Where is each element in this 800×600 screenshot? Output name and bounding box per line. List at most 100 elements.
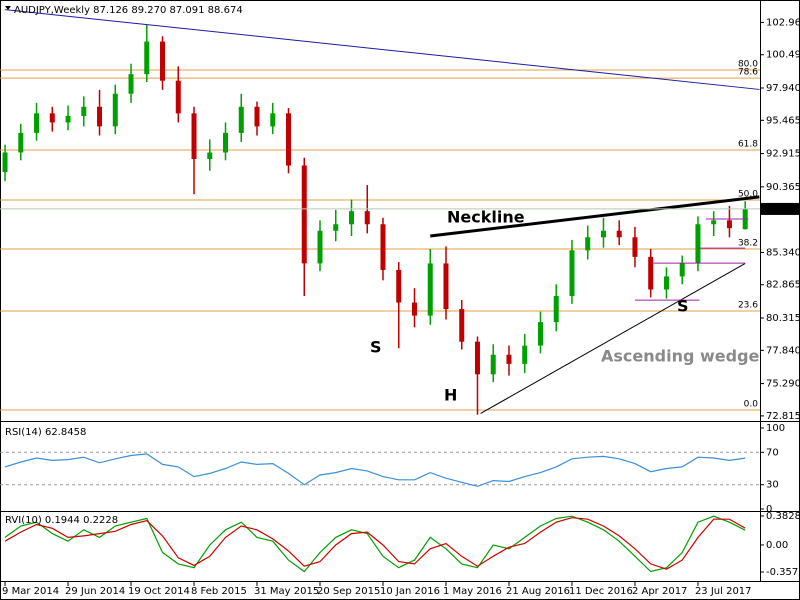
- y-tick-label: 80.315: [766, 313, 800, 324]
- fib-label: 0.0: [744, 399, 759, 409]
- candle-body: [711, 220, 717, 225]
- candle-body: [34, 113, 40, 133]
- candle-body: [2, 152, 8, 173]
- candle-body: [254, 106, 260, 127]
- candle-body: [175, 80, 181, 114]
- annotation: S: [370, 338, 382, 357]
- trendline: [480, 262, 746, 414]
- candle-body: [522, 345, 528, 364]
- candle-body: [396, 269, 402, 303]
- candle-body: [223, 132, 229, 153]
- candle-body: [648, 256, 654, 290]
- x-tick-label: 20 Sep 2015: [317, 586, 380, 597]
- candle-body: [585, 237, 591, 251]
- x-tick-label: 31 May 2015: [254, 586, 319, 597]
- candle-body: [695, 224, 701, 264]
- candle-body: [286, 113, 292, 166]
- x-tick-label: 19 Oct 2014: [128, 586, 190, 597]
- candle-body: [553, 296, 559, 323]
- candle-body: [616, 230, 622, 238]
- candle-body: [128, 74, 134, 94]
- fib-label: 78.6: [738, 68, 758, 78]
- candle-body: [411, 302, 417, 316]
- annotation: Ascending wedge: [601, 347, 760, 366]
- x-tick-label: 2 Apr 2017: [632, 586, 687, 597]
- x-tick-label: 21 Aug 2016: [506, 586, 570, 597]
- fib-label: 23.6: [738, 301, 758, 311]
- candle-body: [663, 276, 669, 290]
- candle-body: [81, 106, 87, 116]
- rvi-title: RVI(10) 0.1944 0.2228: [5, 515, 118, 526]
- y-tick-label: 72.815: [766, 411, 800, 422]
- candle-body: [679, 263, 685, 277]
- candle-body: [207, 152, 213, 159]
- candle-body: [474, 341, 480, 375]
- candle-body: [537, 322, 543, 346]
- rsi-title: RSI(14) 62.8458: [5, 427, 86, 438]
- candle-body: [490, 354, 496, 375]
- indicator-line: [4, 517, 746, 570]
- fib-label: 50.0: [738, 189, 758, 199]
- x-tick-label: 9 Mar 2014: [2, 586, 59, 597]
- candle-body: [144, 41, 150, 75]
- trendline: [430, 195, 760, 238]
- y-tick-label: 92.915: [766, 149, 800, 160]
- collapse-icon[interactable]: [5, 6, 11, 10]
- y-tick-label: 97.940: [766, 83, 800, 94]
- x-tick-label: 23 Jul 2017: [695, 586, 752, 597]
- y-tick-label: 75.290: [766, 379, 800, 390]
- candle-body: [160, 41, 166, 81]
- x-tick-label: 11 Dec 2016: [569, 586, 633, 597]
- fib-label: 61.8: [738, 139, 758, 149]
- candle-body: [443, 263, 449, 310]
- candle-body: [191, 113, 197, 159]
- y-tick-label: 30: [766, 480, 779, 491]
- price-label: 88.674: [764, 204, 799, 215]
- x-tick-label: 1 May 2016: [443, 586, 502, 597]
- y-tick-label: 0: [766, 504, 772, 515]
- candle-body: [317, 230, 323, 264]
- candle-body: [301, 165, 307, 264]
- candle-body: [65, 115, 71, 123]
- annotation: S: [677, 297, 689, 316]
- candle-body: [49, 113, 55, 123]
- y-tick-label: 0.3828: [766, 511, 800, 522]
- y-tick-label: 100: [766, 423, 785, 434]
- candle-body: [348, 211, 354, 225]
- candle-body: [632, 237, 638, 257]
- y-tick-label: 82.865: [766, 280, 800, 291]
- candle-body: [427, 263, 433, 316]
- candle-body: [238, 106, 244, 133]
- candle-body: [97, 106, 103, 127]
- x-tick-label: 8 Feb 2015: [191, 586, 247, 597]
- y-tick-label: 102.965: [766, 17, 800, 28]
- candle-body: [506, 354, 512, 364]
- y-tick-label: -0.357: [766, 567, 798, 578]
- annotation: Neckline: [447, 208, 525, 227]
- y-tick-label: 85.340: [766, 247, 800, 258]
- y-tick-label: 0.00: [766, 540, 788, 551]
- y-tick-label: 70: [766, 447, 779, 458]
- y-tick-label: 90.365: [766, 182, 800, 193]
- candle-body: [459, 309, 465, 342]
- annotation: H: [444, 386, 457, 405]
- main-title: AUDJPY,Weekly 87.126 89.270 87.091 88.67…: [14, 5, 243, 16]
- y-tick-label: 77.840: [766, 345, 800, 356]
- candle-body: [726, 220, 732, 229]
- x-tick-label: 29 Jun 2014: [65, 586, 125, 597]
- x-tick-label: 10 Jan 2016: [380, 586, 440, 597]
- fib-label: 38.2: [738, 239, 758, 249]
- candle-body: [380, 224, 386, 270]
- indicator-line: [4, 515, 746, 573]
- y-tick-label: 100.490: [766, 50, 800, 61]
- fib-label: 80.0: [738, 59, 758, 69]
- trendline: [4, 9, 760, 90]
- plot-area: 102.965 100.490 97.940 95.465 92.915 90.365 85…: [0, 9, 800, 597]
- candle-body: [333, 224, 339, 231]
- candle-body: [270, 113, 276, 127]
- indicator-line: [4, 453, 746, 487]
- y-tick-label: 95.465: [766, 115, 800, 126]
- price-label-bg: [761, 202, 799, 215]
- candle-body: [364, 211, 370, 225]
